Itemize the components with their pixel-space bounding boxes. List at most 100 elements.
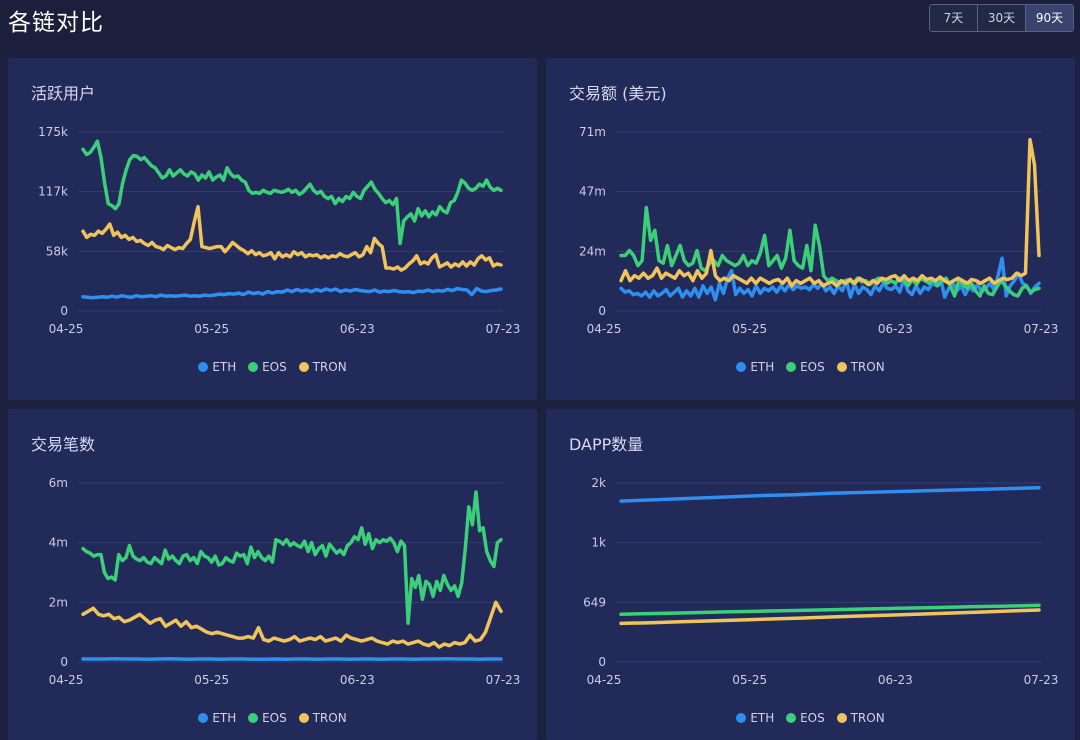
x-tick-label: 04-25	[587, 673, 622, 687]
legend-label: EOS	[262, 360, 287, 374]
legend-label: TRON	[850, 711, 885, 725]
series-line-eth	[619, 486, 1041, 503]
x-tick-label: 05-25	[194, 673, 229, 687]
legend-item-eos[interactable]: EOS	[248, 711, 287, 725]
legend-dot	[248, 713, 259, 723]
chart-legend: ETH EOS TRON	[546, 360, 1075, 374]
legend-dot	[298, 713, 309, 723]
header-bar: 各链对比 7天 30天 90天	[0, 0, 1080, 52]
legend-label: ETH	[212, 711, 237, 725]
series-line-eos	[619, 205, 1041, 298]
transaction-volume-panel: 交易额 (美元) 0 24m 47m 71m 04-25 05-25 06-23 07-23 …	[546, 58, 1075, 400]
legend-item-eos[interactable]: EOS	[248, 360, 287, 374]
legend-dot	[836, 713, 847, 723]
legend-dot	[736, 362, 747, 372]
time-range-selector: 7天 30天 90天	[929, 4, 1074, 32]
y-tick-label: 0	[598, 304, 606, 318]
x-tick-label: 07-23	[1024, 673, 1059, 687]
series-line-eth	[81, 286, 503, 300]
transaction-count-panel: 交易笔数 0 2m 4m 6m 04-25 05-25 06-23 07-23 ETH EOS…	[8, 409, 537, 740]
legend-dot	[198, 713, 209, 723]
x-tick-label: 04-25	[587, 322, 622, 336]
series-line-eos	[81, 490, 503, 625]
chart-legend: ETH EOS TRON	[8, 360, 537, 374]
dapp-count-panel: DAPP数量 0 649 1k 2k 04-25 05-25 06-23 07-23 ETH …	[546, 409, 1075, 740]
transaction-volume-chart: 0 24m 47m 71m 04-25 05-25 06-23 07-23	[579, 125, 1059, 336]
legend-label: EOS	[800, 711, 825, 725]
y-tick-label: 6m	[49, 476, 68, 490]
y-tick-label: 2m	[49, 595, 68, 609]
series-line-tron	[81, 600, 503, 649]
series-line-tron	[619, 137, 1041, 288]
series-line-eth	[81, 656, 503, 662]
legend-label: ETH	[212, 360, 237, 374]
dapp-count-chart: 0 649 1k 2k 04-25 05-25 06-23 07-23	[583, 476, 1059, 687]
y-tick-label: 47m	[579, 185, 606, 199]
legend-item-eth[interactable]: ETH	[736, 711, 774, 725]
x-tick-label: 05-25	[194, 322, 229, 336]
legend-dot	[786, 362, 797, 372]
legend-dot	[248, 362, 259, 372]
legend-label: TRON	[312, 711, 347, 725]
panel-title: 活跃用户	[31, 84, 96, 103]
y-tick-label: 4m	[49, 536, 68, 550]
legend-item-eth[interactable]: ETH	[198, 360, 236, 374]
transaction-count-chart: 0 2m 4m 6m 04-25 05-25 06-23 07-23	[49, 476, 521, 687]
x-tick-label: 04-25	[49, 673, 84, 687]
y-tick-label: 24m	[579, 244, 606, 258]
series-line-tron	[81, 204, 503, 272]
legend-dot	[298, 362, 309, 372]
x-tick-label: 06-23	[878, 322, 913, 336]
range-30d-button[interactable]: 30天	[978, 5, 1026, 31]
legend-label: ETH	[750, 711, 775, 725]
y-tick-label: 0	[60, 304, 68, 318]
legend-item-eth[interactable]: ETH	[736, 360, 774, 374]
y-tick-label: 71m	[579, 125, 606, 139]
series-line-eos	[81, 139, 503, 246]
legend-item-eos[interactable]: EOS	[786, 360, 825, 374]
legend-item-tron[interactable]: TRON	[836, 711, 885, 725]
legend-dot	[736, 713, 747, 723]
active-users-panel: 活跃用户 0 58k 117k 175k 04-25 05-25 06-23 07-23 ET…	[8, 58, 537, 400]
page-title: 各链对比	[8, 10, 104, 36]
legend-item-eth[interactable]: ETH	[198, 711, 236, 725]
legend-item-tron[interactable]: TRON	[298, 711, 347, 725]
series-line-tron	[619, 608, 1041, 626]
y-tick-label: 0	[598, 655, 606, 669]
y-tick-label: 0	[60, 655, 68, 669]
x-tick-label: 06-23	[340, 322, 375, 336]
panel-title: 交易额 (美元)	[569, 84, 667, 103]
range-7d-button[interactable]: 7天	[930, 5, 978, 31]
chart-legend: ETH EOS TRON	[8, 711, 537, 725]
x-tick-label: 07-23	[486, 322, 521, 336]
panel-title: 交易笔数	[31, 435, 96, 454]
y-tick-label: 1k	[591, 536, 606, 550]
range-90d-button[interactable]: 90天	[1026, 5, 1073, 31]
active-users-chart: 0 58k 117k 175k 04-25 05-25 06-23 07-23	[38, 125, 521, 336]
legend-label: EOS	[800, 360, 825, 374]
panel-title: DAPP数量	[569, 435, 644, 454]
legend-dot	[786, 713, 797, 723]
legend-dot	[836, 362, 847, 372]
x-tick-label: 07-23	[1024, 322, 1059, 336]
x-tick-label: 05-25	[732, 322, 767, 336]
legend-label: EOS	[262, 711, 287, 725]
legend-dot	[198, 362, 209, 372]
legend-label: ETH	[750, 360, 775, 374]
x-tick-label: 07-23	[486, 673, 521, 687]
y-tick-label: 175k	[38, 125, 68, 139]
legend-label: TRON	[850, 360, 885, 374]
y-tick-label: 2k	[591, 476, 606, 490]
y-tick-label: 649	[583, 595, 606, 609]
y-tick-label: 117k	[38, 185, 68, 199]
chart-legend: ETH EOS TRON	[546, 711, 1075, 725]
legend-item-tron[interactable]: TRON	[836, 360, 885, 374]
x-tick-label: 04-25	[49, 322, 84, 336]
legend-item-tron[interactable]: TRON	[298, 360, 347, 374]
legend-item-eos[interactable]: EOS	[786, 711, 825, 725]
x-tick-label: 06-23	[878, 673, 913, 687]
x-tick-label: 06-23	[340, 673, 375, 687]
x-tick-label: 05-25	[732, 673, 767, 687]
legend-label: TRON	[312, 360, 347, 374]
series-line-eos	[619, 603, 1041, 616]
